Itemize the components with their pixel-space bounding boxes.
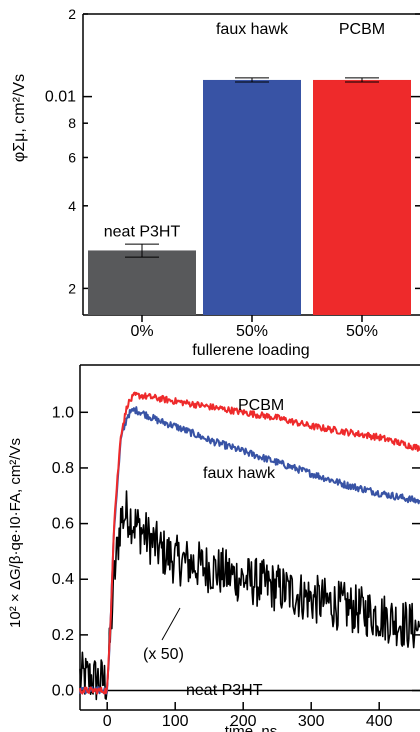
bar-label-1: faux hawk — [216, 21, 289, 38]
line-y-tick-label-2: 0.4 — [52, 571, 74, 588]
series-line-faux-hawk — [79, 406, 420, 695]
series-label-pcbm: PCBM — [238, 397, 284, 414]
bar-y-tick-label-0: 2 — [68, 280, 76, 296]
line-y-tick-label-4: 0.8 — [52, 460, 74, 477]
line-y-tick-label-0: 0.0 — [52, 683, 74, 700]
line-x-tick-label-4: 400 — [366, 713, 393, 730]
bar-label-0: neat P3HT — [104, 223, 181, 240]
bar-chart-x-tick-labels: 0% 50% 50% — [130, 315, 378, 340]
line-chart-series — [79, 391, 420, 701]
line-chart-y-axis-label: 10² × ΔG/β·qe·I0·FA, cm²/Vs — [7, 438, 24, 628]
line-x-tick-label-3: 300 — [298, 713, 325, 730]
bar-1 — [203, 79, 301, 315]
bar-chart: 2 4 6 8 0.01 2 neat P3HT faux hawk PCBM 0% 50% 50… — [11, 6, 420, 359]
bar-0 — [88, 250, 196, 315]
scale-factor-label: (x 50) — [143, 646, 184, 663]
bar-y-tick-label-2: 6 — [68, 149, 76, 165]
series-line-neat-p3ht — [79, 490, 420, 701]
line-chart: 0.0 0.2 0.4 0.6 0.8 1.0 0 100 200 300 400 PCBM fau… — [7, 364, 420, 732]
bar-chart-y-axis-label: φΣμ, cm²/Vs — [11, 74, 28, 162]
bar-chart-x-axis-label: fullerene loading — [192, 342, 309, 359]
bar-2 — [313, 79, 411, 315]
bar-y-tick-label-1: 4 — [68, 198, 76, 214]
bar-chart-bars: neat P3HT faux hawk PCBM — [88, 21, 411, 315]
series-label-faux-hawk: faux hawk — [203, 465, 276, 482]
line-y-tick-label-3: 0.6 — [52, 516, 74, 533]
bar-y-tick-label-5: 2 — [68, 6, 76, 22]
bar-x-tick-label-0: 0% — [130, 323, 153, 340]
line-x-tick-label-1: 100 — [162, 713, 189, 730]
bar-x-tick-label-2: 50% — [346, 323, 378, 340]
line-y-tick-label-1: 0.2 — [52, 627, 74, 644]
line-y-tick-label-5: 1.0 — [52, 404, 74, 421]
bar-x-tick-label-1: 50% — [236, 323, 268, 340]
line-x-tick-label-2: 200 — [230, 713, 257, 730]
line-chart-x-axis-label: time, ns — [225, 723, 278, 732]
bar-y-tick-label-3: 8 — [68, 115, 76, 131]
line-x-tick-label-0: 0 — [103, 713, 112, 730]
series-line-pcbm — [79, 391, 420, 695]
series-label-neat-p3ht: neat P3HT — [186, 682, 263, 699]
bar-chart-y-ticks: 2 4 6 8 0.01 2 — [45, 6, 420, 296]
bar-y-tick-label-4: 0.01 — [45, 89, 76, 106]
bar-label-2: PCBM — [339, 21, 385, 38]
scale-factor-pointer — [161, 607, 181, 641]
